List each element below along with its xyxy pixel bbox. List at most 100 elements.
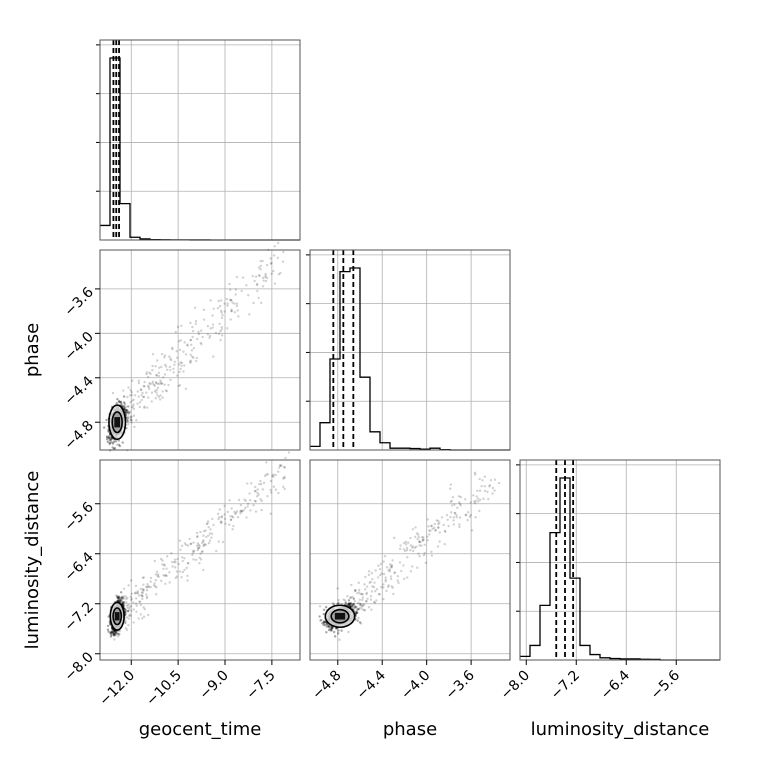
scatter-1-point — [119, 591, 123, 594]
x-axis-label-luminosity-distance: luminosity_distance — [531, 719, 710, 740]
scatter-1-tail-point — [266, 495, 269, 498]
scatter-2-tail-point — [402, 548, 406, 551]
scatter-2-tail-point — [361, 604, 364, 608]
scatter-0-tail-point — [148, 387, 151, 391]
scatter-1-tail-point — [272, 485, 276, 488]
scatter-1-point — [120, 600, 124, 603]
scatter-0-tail-point — [193, 306, 197, 309]
scatter-1-point — [106, 628, 110, 631]
scatter-0-tail-point — [137, 381, 141, 385]
scatter-2-point — [325, 630, 328, 634]
scatter-1-tail-point — [132, 621, 135, 624]
scatter-1-tail-point — [271, 474, 274, 478]
scatter-0-point — [127, 405, 130, 408]
scatter-2-tail-point — [491, 492, 494, 495]
scatter-0-tail-point — [154, 381, 158, 384]
scatter-2-tail-point — [329, 628, 333, 631]
scatter-0-point — [126, 419, 129, 422]
scatter-1-tail-point — [183, 568, 186, 572]
scatter-1-tail-point — [164, 582, 167, 586]
scatter-2-tail-point — [405, 546, 409, 550]
scatter-0-tail-point — [136, 390, 139, 393]
scatter-0-tail-point — [233, 302, 236, 305]
scatter-0-point — [126, 411, 130, 414]
scatter-1-tail-point — [199, 552, 202, 555]
scatter-1-frame — [99, 459, 301, 661]
scatter-2-tail-point — [434, 529, 438, 532]
scatter-0-tail-point — [163, 363, 167, 367]
scatter-0-point — [111, 446, 114, 449]
scatter-1-tail-point — [231, 516, 235, 519]
scatter-0-tail-point — [156, 359, 159, 362]
scatter-0-tail-point — [264, 272, 267, 276]
scatter-0-tail-point — [240, 289, 243, 293]
scatter-2-tail-point — [392, 592, 395, 596]
scatter-2-point — [347, 602, 351, 605]
scatter-1-tail-point — [174, 576, 177, 580]
scatter-2-tail-point — [444, 530, 447, 533]
scatter-1-tail-point — [228, 499, 231, 502]
scatter-1-tail-point — [164, 574, 168, 577]
hist-0-frame — [99, 39, 301, 241]
scatter-1-tail-point — [189, 542, 192, 545]
scatter-1-tail-point — [177, 562, 180, 566]
scatter-2-tail-point — [396, 579, 399, 582]
x-tick-label-luminosity_distance-1: −7.2 — [548, 668, 583, 703]
scatter-1-tail-point — [248, 498, 252, 502]
scatter-1-tail-point — [154, 579, 158, 582]
scatter-2-point — [327, 625, 330, 628]
scatter-2-tail-point — [403, 549, 407, 553]
scatter-1-point — [121, 601, 124, 604]
scatter-1-point — [124, 609, 127, 612]
scatter-0-tail-point — [146, 375, 150, 379]
scatter-1-tail-point — [206, 522, 209, 525]
scatter-1-tail-point — [274, 488, 278, 491]
scatter-2-tail-point — [430, 554, 434, 557]
scatter-0-tail-point — [211, 326, 214, 329]
scatter-2-tail-point — [382, 583, 385, 586]
scatter-2-tail-point — [476, 489, 479, 493]
scatter-0-tail-point — [157, 395, 161, 398]
scatter-1-point — [114, 630, 117, 633]
scatter-1-point — [124, 621, 127, 624]
scatter-2-tail-point — [361, 598, 364, 602]
scatter-1-tail-point — [272, 473, 275, 476]
scatter-0-point — [113, 446, 117, 450]
scatter-0-tail-point — [230, 308, 233, 311]
scatter-1-tail-point — [170, 552, 173, 555]
scatter-1-tail-point — [130, 609, 133, 612]
y-tick-label-luminosity_distance-3: −5.6 — [61, 499, 96, 534]
scatter-1-tail-point — [142, 589, 145, 592]
scatter-0-tail-point — [212, 307, 215, 310]
scatter-1-tail-point — [142, 588, 145, 591]
scatter-1-point — [123, 607, 127, 611]
scatter-1-tail-point — [254, 489, 257, 493]
scatter-1-tail-point — [125, 601, 128, 604]
scatter-0-density-peak — [114, 417, 121, 428]
scatter-0-tail-point — [276, 241, 280, 245]
scatter-0-tail-point — [151, 382, 154, 385]
scatter-0-tail-point — [219, 309, 223, 313]
scatter-2-tail-point — [364, 575, 367, 579]
scatter-1-point — [122, 600, 126, 604]
scatter-0-point — [106, 440, 110, 444]
scatter-0-tail-point — [191, 335, 194, 339]
scatter-0-tail-point — [158, 382, 161, 386]
scatter-2-tail-point — [393, 571, 396, 575]
scatter-2-tail-point — [370, 571, 374, 575]
scatter-1-tail-point — [133, 592, 137, 595]
scatter-0-tail-point — [122, 389, 125, 392]
scatter-0-tail-point — [161, 376, 165, 379]
scatter-0-tail-point — [131, 379, 134, 382]
scatter-1-tail-point — [124, 619, 127, 623]
scatter-0-tail-point — [272, 269, 275, 273]
scatter-1-tail-point — [124, 608, 127, 612]
scatter-0-point — [121, 441, 124, 444]
scatter-0-tail-point — [126, 422, 130, 426]
scatter-1-tail-point — [175, 570, 179, 573]
scatter-2-tail-point — [390, 564, 394, 567]
scatter-1-tail-point — [206, 520, 210, 523]
scatter-2-tail-point — [353, 599, 357, 603]
scatter-1-point — [120, 596, 123, 600]
scatter-2-tail-point — [404, 540, 408, 544]
